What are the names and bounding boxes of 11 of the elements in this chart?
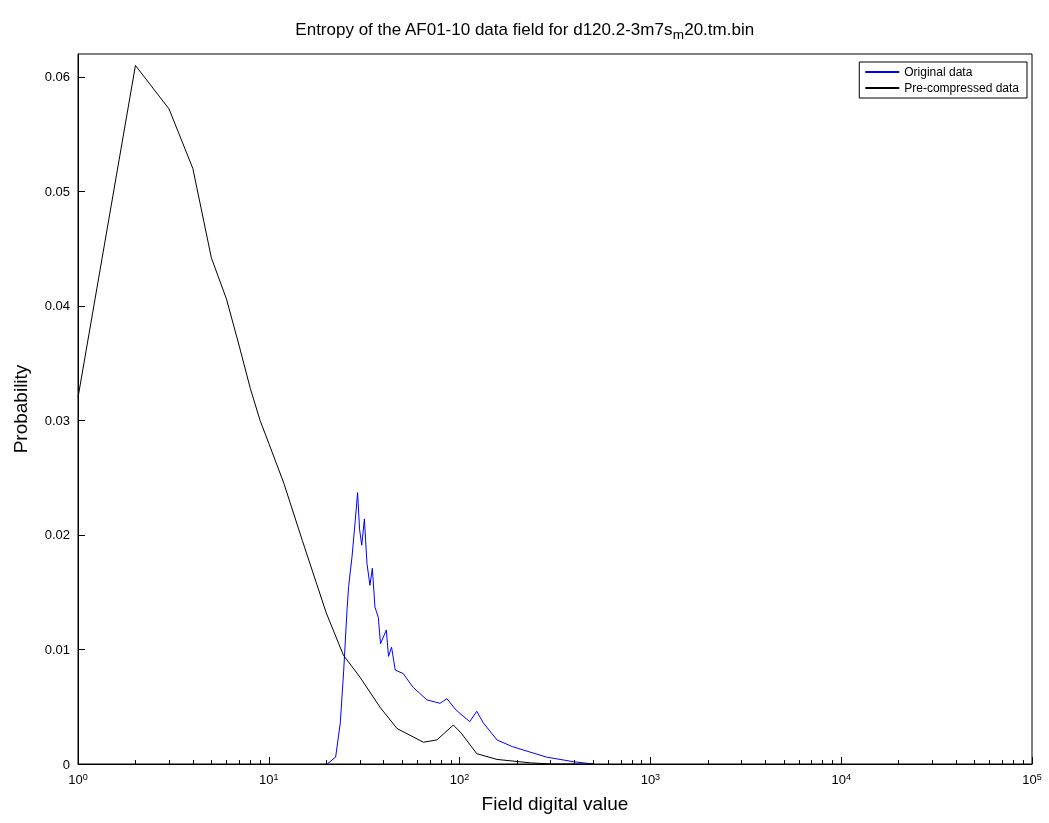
y-tick-label: 0 (62, 756, 70, 772)
x-axis-title: Field digital value (481, 793, 629, 814)
y-tick-label: 0.04 (44, 298, 70, 314)
y-tick-label: 0.06 (44, 69, 70, 85)
y-tick-label: 0.05 (44, 183, 70, 199)
y-tick-label: 0.02 (44, 527, 70, 543)
y-tick-label: 0.01 (44, 641, 70, 657)
y-tick-label: 0.03 (44, 412, 70, 428)
legend-label: Pre-compressed data (904, 81, 1020, 95)
legend-label: Original data (904, 65, 973, 79)
y-axis-title: Probability (10, 364, 31, 454)
